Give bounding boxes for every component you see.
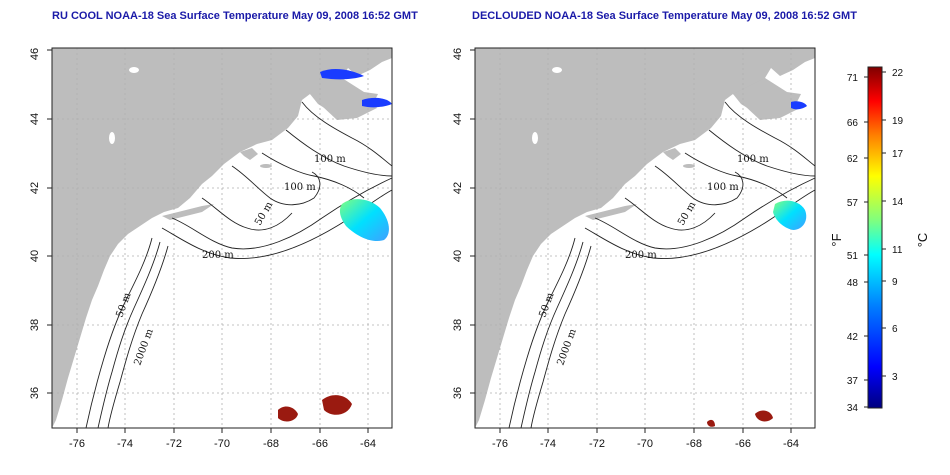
right-lat-tick-label: 44 xyxy=(452,113,464,125)
right-lat-tick-label: 42 xyxy=(452,182,464,194)
colorbar-unit-fahrenheit: °F xyxy=(829,233,844,246)
left-sst-patch-warm xyxy=(278,395,352,422)
left-panel-title: RU COOL NOAA-18 Sea Surface Temperature … xyxy=(52,10,418,22)
colorbar-f-tick: 48 xyxy=(847,278,859,289)
right-lon-tick-label: -74 xyxy=(540,438,556,450)
left-lon-tick-label: -68 xyxy=(263,438,279,450)
colorbar-f-tick: 34 xyxy=(847,403,859,414)
colorbar-c-tick: 17 xyxy=(892,149,904,160)
right-lon-tick-label: -64 xyxy=(783,438,799,450)
right-sst-patch-nova-scotia xyxy=(791,101,807,110)
right-contour-label-200m: 200 m xyxy=(625,250,657,261)
left-map-panel: 100 m 100 m 50 m 200 m 50 m 2000 m xyxy=(51,47,393,429)
right-lat-tick-label: 40 xyxy=(452,250,464,262)
colorbar-c-tick: 14 xyxy=(892,197,904,208)
colorbar-c-tick: 11 xyxy=(892,245,903,256)
right-lat-tick-label: 38 xyxy=(452,319,464,331)
right-lon-tick-label: -70 xyxy=(637,438,653,450)
left-lon-tick-label: -70 xyxy=(214,438,230,450)
colorbar-c-tick: 6 xyxy=(892,324,898,335)
colorbar-c-tick: 9 xyxy=(892,277,898,288)
right-lon-tick-label: -72 xyxy=(589,438,605,450)
colorbar-f-tick: 37 xyxy=(847,376,859,387)
right-lon-tick-label: -68 xyxy=(686,438,702,450)
left-contour-label-200m: 200 m xyxy=(202,250,234,261)
colorbar-f-tick: 71 xyxy=(847,73,859,84)
colorbar-c-tick: 22 xyxy=(892,68,904,79)
left-contour-label-100m-b: 100 m xyxy=(284,182,316,193)
left-lat-axis: 36 38 40 42 44 46 xyxy=(29,48,52,399)
left-lat-tick-label: 38 xyxy=(29,319,41,331)
colorbar-f-tick: 42 xyxy=(847,332,859,343)
left-lon-tick-label: -66 xyxy=(312,438,328,450)
right-sst-patch-gulf-stream xyxy=(773,200,807,230)
left-lon-axis: -76 -74 -72 -70 -68 -66 -64 xyxy=(69,428,376,450)
left-lat-tick-label: 40 xyxy=(29,250,41,262)
right-panel-title: DECLOUDED NOAA-18 Sea Surface Temperatur… xyxy=(472,10,857,22)
colorbar-f-tick: 57 xyxy=(847,198,859,209)
left-contour-label-100m-a: 100 m xyxy=(314,154,346,165)
left-sst-patch-nova-scotia xyxy=(320,69,392,108)
left-sst-patch-gulf-stream xyxy=(339,199,389,242)
colorbar: 71 66 62 57 51 48 42 37 34 22 19 17 14 1… xyxy=(829,66,930,414)
right-map-panel: 100 m 100 m 50 m 200 m 50 m 2000 m xyxy=(474,47,816,429)
left-lat-tick-label: 46 xyxy=(29,48,41,60)
left-lon-tick-label: -64 xyxy=(360,438,376,450)
left-lat-tick-label: 44 xyxy=(29,113,41,125)
right-lat-tick-label: 46 xyxy=(452,48,464,60)
right-lat-axis: 36 38 40 42 44 46 xyxy=(452,48,475,399)
colorbar-f-tick: 51 xyxy=(847,251,859,262)
colorbar-c-tick: 19 xyxy=(892,116,904,127)
right-lon-tick-label: -76 xyxy=(492,438,508,450)
colorbar-f-tick: 66 xyxy=(847,118,859,129)
colorbar-gradient xyxy=(867,66,883,409)
right-contour-label-100m-b: 100 m xyxy=(707,182,739,193)
left-lon-tick-label: -74 xyxy=(117,438,133,450)
right-sst-patch-warm xyxy=(707,410,773,427)
colorbar-unit-celsius: °C xyxy=(915,233,930,248)
left-lat-tick-label: 42 xyxy=(29,182,41,194)
colorbar-f-tick: 62 xyxy=(847,154,859,165)
left-lon-tick-label: -72 xyxy=(166,438,182,450)
colorbar-c-tick: 3 xyxy=(892,372,898,383)
right-lon-tick-label: -66 xyxy=(735,438,751,450)
left-lat-tick-label: 36 xyxy=(29,387,41,399)
left-lon-tick-label: -76 xyxy=(69,438,85,450)
right-contour-label-100m-a: 100 m xyxy=(737,154,769,165)
right-lon-axis: -76 -74 -72 -70 -68 -66 -64 xyxy=(492,428,799,450)
right-lat-tick-label: 36 xyxy=(452,387,464,399)
